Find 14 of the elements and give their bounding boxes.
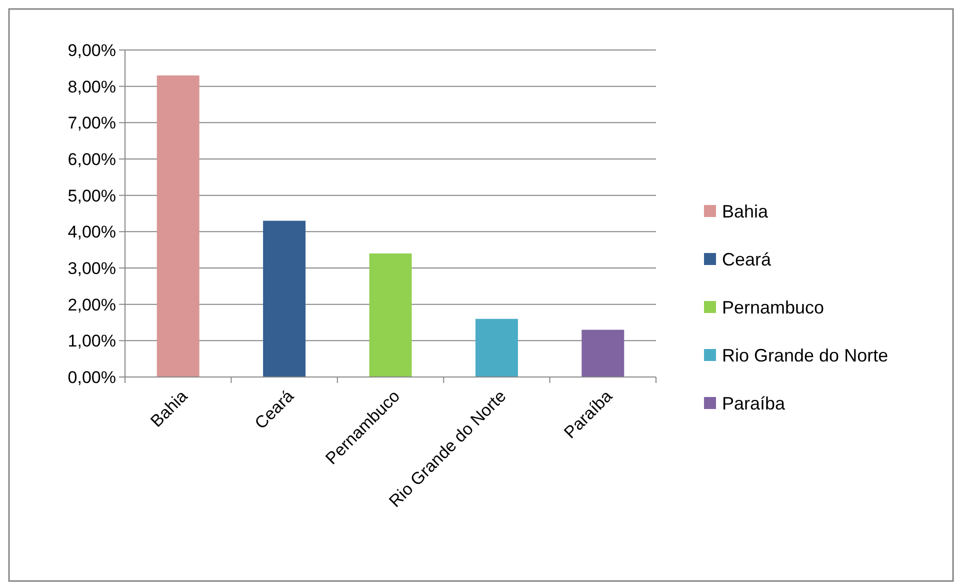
legend-label: Rio Grande do Norte [722, 345, 888, 366]
y-tick-label: 0,00% [68, 368, 116, 387]
y-tick-label: 8,00% [68, 77, 116, 96]
y-tick-label: 3,00% [68, 258, 116, 278]
y-tick-label: 6,00% [68, 150, 116, 169]
legend-label: Pernambuco [722, 297, 824, 318]
y-tick-label: 9,00% [68, 40, 116, 60]
legend-label: Ceará [722, 249, 772, 270]
y-tick-label: 1,00% [68, 332, 116, 351]
y-tick-label: 5,00% [68, 186, 116, 206]
legend-label: Bahia [722, 201, 770, 222]
y-tick-label: 2,00% [68, 295, 116, 314]
y-tick-label: 7,00% [68, 114, 116, 133]
y-tick-label: 4,00% [68, 222, 116, 242]
